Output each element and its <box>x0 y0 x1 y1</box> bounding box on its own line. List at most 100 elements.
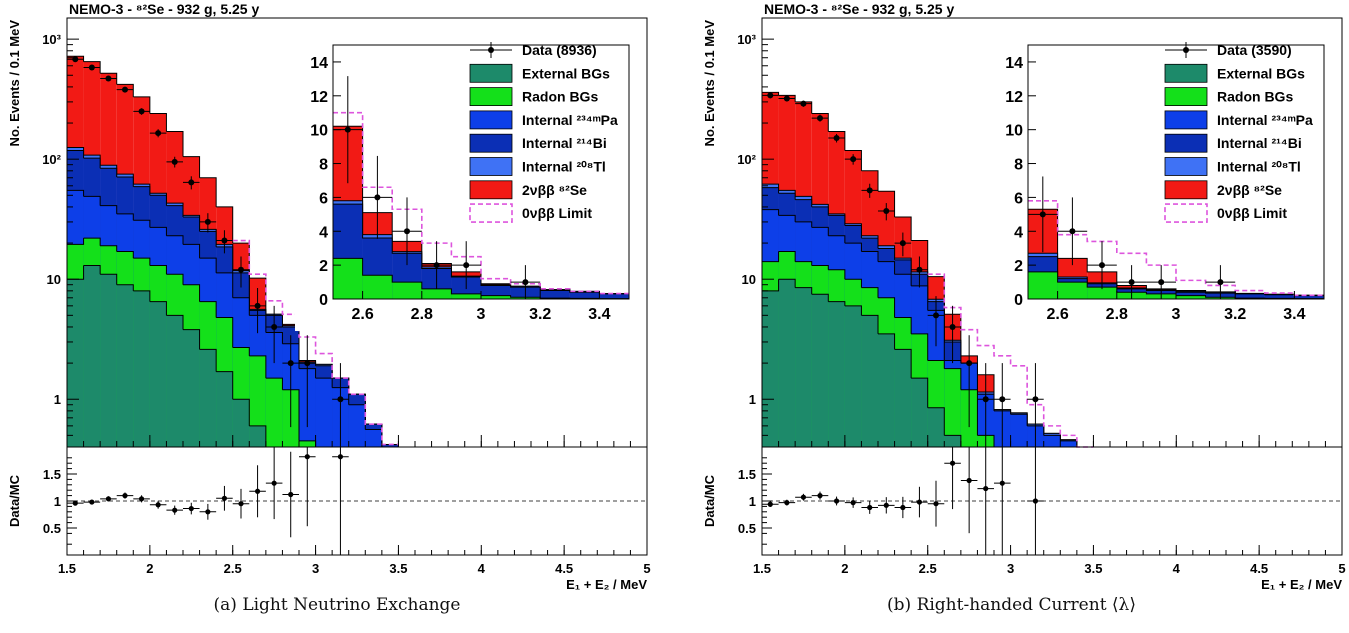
x-axis-label: E₁ + E₂ / MeV <box>566 577 647 592</box>
inset-y-tick-label: 4 <box>319 224 328 241</box>
ratio-tick-label: 1 <box>54 494 61 509</box>
chart-title: NEMO-3 - ⁸²Se - 932 g, 5.25 y <box>764 1 954 17</box>
inset-y-tick-label: 8 <box>319 157 328 174</box>
data-point <box>1032 396 1039 403</box>
inset-y-tick-label: 10 <box>1005 123 1023 140</box>
inset-y-tick-label: 8 <box>1014 157 1023 174</box>
y-tick-label: 1 <box>749 392 756 407</box>
inset-x-tick-label: 2.8 <box>411 306 433 323</box>
inset-bar-radon <box>392 282 422 299</box>
inset-y-tick-label: 12 <box>1005 89 1023 106</box>
legend-label: 0νββ Limit <box>1217 205 1287 221</box>
inset-y-tick-label: 14 <box>1005 55 1023 72</box>
y-axis-label: No. Events / 0.1 MeV <box>702 20 717 147</box>
y-tick-label: 10 <box>47 272 61 287</box>
bar-external <box>795 287 812 447</box>
outline-external <box>762 278 962 447</box>
bar-external <box>232 399 250 447</box>
bar-external <box>762 290 779 447</box>
inset-bar-bi <box>1294 295 1324 299</box>
ratio-point <box>983 485 989 492</box>
data-point <box>204 218 211 225</box>
zeronu-limit-line <box>232 239 399 446</box>
legend-label: Internal ²⁰⁸Tl <box>1217 159 1301 175</box>
ratio-point <box>238 501 244 507</box>
data-point <box>949 323 956 330</box>
inset-outline-bi <box>333 203 629 295</box>
bar-pa <box>1043 435 1061 447</box>
ratio-point <box>1032 498 1039 504</box>
legend-label: Internal ²¹⁴Bi <box>522 135 607 151</box>
data-point <box>254 302 261 309</box>
inset-data-point <box>344 126 351 133</box>
legend-label: Radon BGs <box>1217 89 1293 105</box>
inset-bar-radon <box>1028 271 1058 299</box>
bar-external <box>183 329 200 447</box>
legend-label: 2νββ ⁸²Se <box>522 182 587 198</box>
x-tick-label: 4 <box>478 561 486 576</box>
bar-radon <box>944 368 961 447</box>
data-point <box>883 207 890 214</box>
bar-external <box>133 290 150 447</box>
data-point <box>337 396 344 403</box>
legend-swatch-bi <box>469 133 513 153</box>
bar-external <box>861 315 878 447</box>
inset-bar-bi <box>599 293 629 299</box>
data-point <box>966 360 973 367</box>
bar-bi <box>381 444 399 447</box>
y-tick-label: 10³ <box>42 32 61 47</box>
ratio-point <box>916 499 923 505</box>
ratio-point <box>800 494 807 500</box>
legend-label: Internal ²¹⁴Bi <box>1217 135 1302 151</box>
ratio-point <box>254 488 261 494</box>
x-tick-label: 2.5 <box>919 561 937 576</box>
bar-external <box>944 435 961 447</box>
ratio-point <box>337 454 344 460</box>
bar-external <box>894 349 912 447</box>
ratio-tick-label: 0.5 <box>738 521 756 536</box>
inset-x-tick-label: 3 <box>477 306 486 323</box>
bar-external <box>878 333 895 447</box>
x-tick-label: 2.5 <box>224 561 242 576</box>
ratio-point <box>271 480 277 486</box>
ratio-point <box>89 499 95 505</box>
x-tick-label: 4.5 <box>555 561 573 576</box>
ratio-point <box>72 500 78 506</box>
data-point <box>221 237 228 244</box>
y-tick-label: 10 <box>742 272 756 287</box>
inset-x-tick-label: 3.2 <box>1224 306 1246 323</box>
y-tick-label: 10³ <box>737 32 756 47</box>
legend-label: Internal ²³⁴ᵐPa <box>1217 112 1313 128</box>
bar-external <box>116 284 134 447</box>
y-tick-label: 10² <box>42 152 61 167</box>
data-point <box>105 75 112 82</box>
legend-label: External BGs <box>522 65 610 81</box>
ratio-point <box>883 502 889 508</box>
legend-label: Data (3590) <box>1217 42 1292 58</box>
bar-external <box>149 301 167 447</box>
bar-external <box>927 407 945 447</box>
ratio-point <box>933 501 939 507</box>
inset-bar-radon <box>481 295 511 299</box>
ratio-tick-label: 1.5 <box>43 467 61 482</box>
data-point <box>88 64 95 71</box>
ratio-axis-label: Data/MC <box>7 474 22 527</box>
x-tick-label: 2 <box>146 561 153 576</box>
data-point <box>850 156 857 163</box>
data-point <box>933 312 939 319</box>
data-point <box>982 396 989 403</box>
legend-swatch-pa <box>469 110 513 130</box>
x-tick-label: 5 <box>643 561 650 576</box>
bar-external <box>83 265 101 447</box>
zeronu-limit-line <box>927 273 1094 448</box>
ratio-tick-label: 1.5 <box>738 467 756 482</box>
bar-pa <box>365 429 382 447</box>
inset-y-tick-label: 2 <box>319 258 328 275</box>
caption-a: (a) Light Neutrino Exchange <box>213 595 461 615</box>
bar-external <box>811 294 829 447</box>
data-point <box>238 266 244 273</box>
legend-data-marker <box>488 47 494 53</box>
x-tick-label: 3.5 <box>389 561 407 576</box>
x-axis-label: E₁ + E₂ / MeV <box>1261 577 1342 592</box>
data-point <box>171 158 178 165</box>
